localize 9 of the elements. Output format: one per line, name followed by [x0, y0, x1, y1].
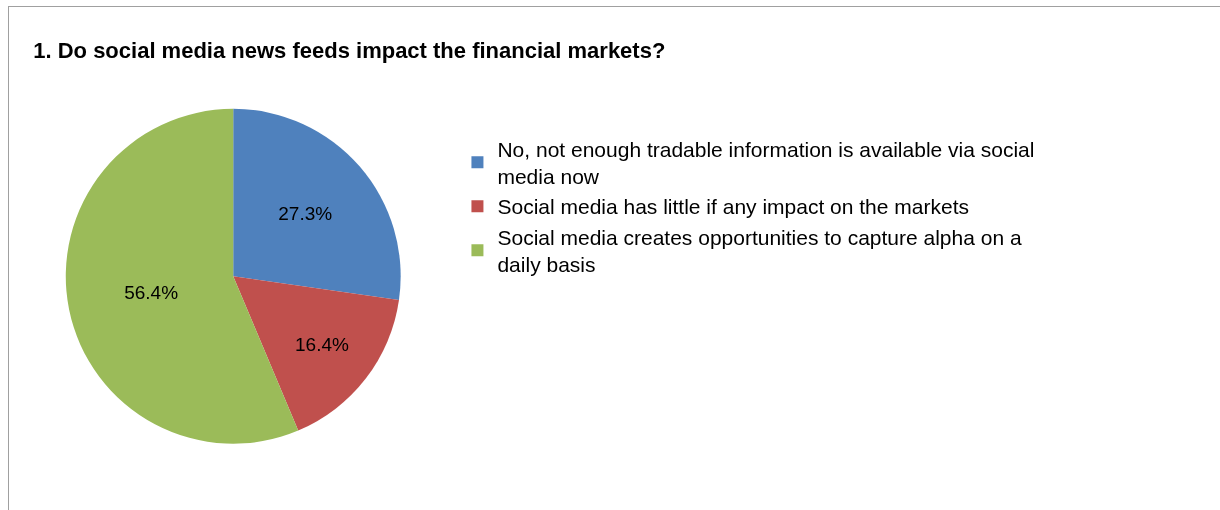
data-label: 16.4%: [295, 334, 350, 356]
data-label: 27.3%: [278, 203, 333, 225]
data-label: 56.4%: [124, 282, 179, 304]
chart-title: 1. Do social media news feeds impact the financial markets?: [33, 37, 666, 63]
pie-slice: [233, 276, 399, 431]
legend-label: Social media has little if any impact on the markets: [497, 195, 969, 219]
legend-label: Social media creates opportunities to capture alpha on a daily basis: [497, 225, 1022, 277]
pie-slice: [233, 108, 401, 301]
legend-label: No, not enough tradable information is available via social media now: [497, 137, 1035, 189]
